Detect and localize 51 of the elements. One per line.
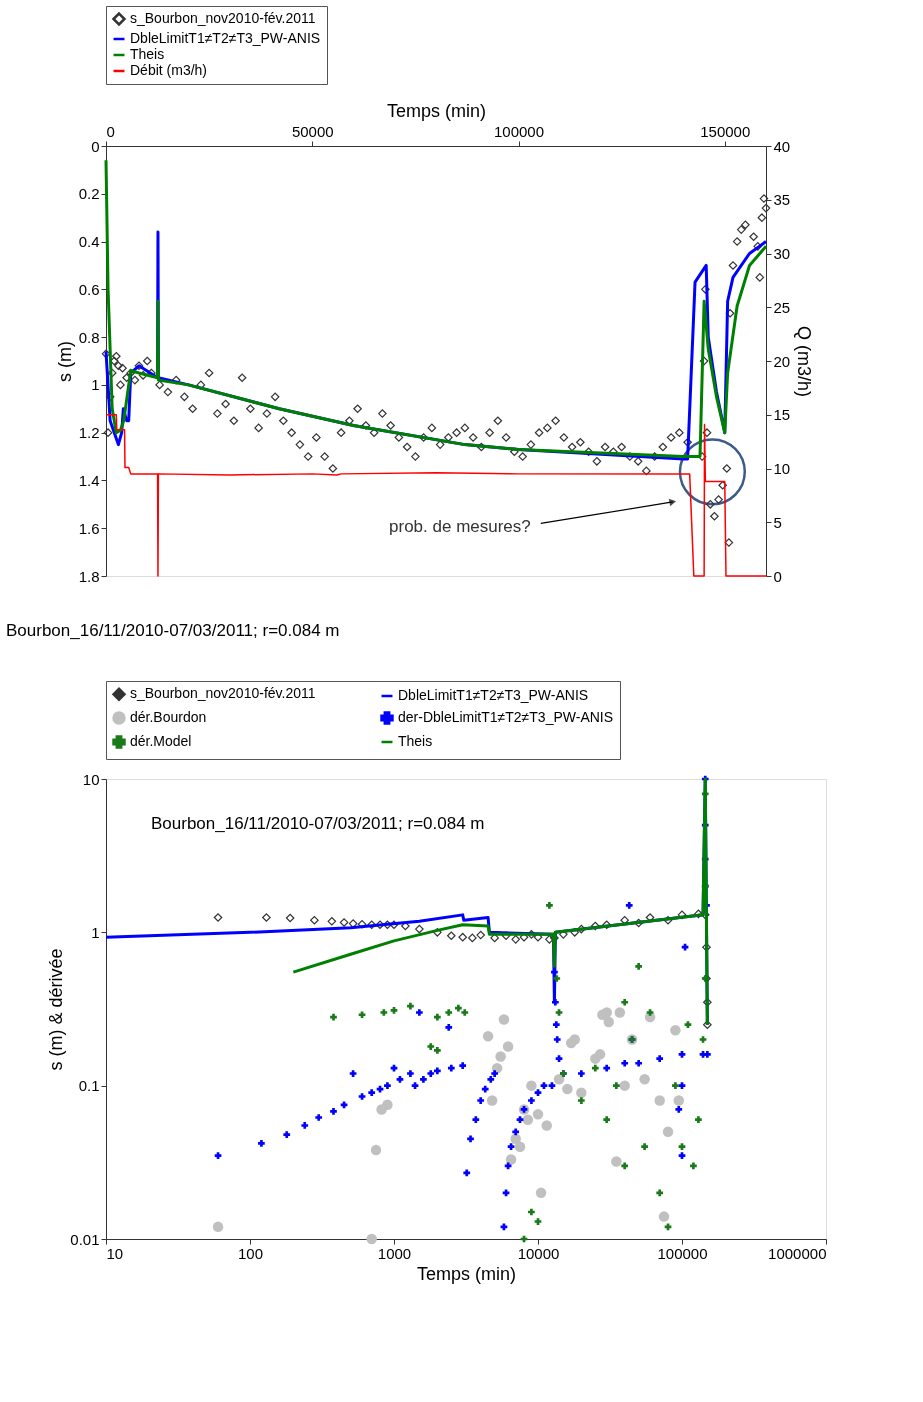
annotation: Bourbon_16/11/2010-07/03/2011; r=0.084 m <box>151 814 485 833</box>
y2-tick-label: 30 <box>773 245 791 262</box>
y-tick-label: 1 <box>91 923 100 941</box>
y-tick-label: 0.01 <box>70 1230 100 1248</box>
y-axis-title: s (m) & dérivée <box>46 948 67 1071</box>
x-tick-label: 50000 <box>291 122 334 140</box>
x-tick-label: 10 <box>106 1244 124 1262</box>
text: Bourbon_16/11/2010-07/03/2011; r=0.084 m <box>6 621 340 640</box>
legend-label: dér.Bourdon <box>130 709 207 725</box>
legend-label: s_Bourbon_nov2010-fév.2011 <box>130 10 316 26</box>
y-tick-label: 0 <box>91 137 100 155</box>
y2-tick-label: 35 <box>773 191 791 209</box>
y-tick-label: 1 <box>91 376 100 394</box>
legend-label: Theis <box>130 46 165 62</box>
y-tick-label: 0.8 <box>78 328 100 346</box>
x-tick-label: 150000 <box>700 122 751 140</box>
y-tick-label: 0.4 <box>78 233 100 251</box>
y2-tick-label: 15 <box>773 406 791 424</box>
y2-tick-label: 0 <box>773 567 782 585</box>
y-tick-label: 1.8 <box>78 567 100 585</box>
legend-label: der-DbleLimitT1≠T2≠T3_PW-ANIS <box>398 709 614 725</box>
x-tick-label: 1000 <box>377 1244 412 1262</box>
x-axis-title: Temps (min) <box>416 1263 517 1284</box>
legend-label: Theis <box>398 733 433 749</box>
y-axis-title: s (m) <box>54 341 75 382</box>
y2-tick-label: 40 <box>773 137 791 155</box>
x-tick-label: 100000 <box>493 122 545 140</box>
y-tick-label: 1.6 <box>78 519 100 537</box>
y-tick-label: 10 <box>82 770 100 788</box>
x-tick-label: 1000000 <box>768 1244 827 1262</box>
legend-label: DbleLimitT1≠T2≠T3_PW-ANIS <box>398 687 589 703</box>
x-tick-label: 100 <box>237 1244 264 1262</box>
y-tick-label: 1.2 <box>78 424 100 442</box>
legend-label: s_Bourbon_nov2010-fév.2011 <box>130 685 316 702</box>
x-axis-title: Temps (min) <box>386 100 487 121</box>
legend-label: dér.Model <box>130 733 192 749</box>
y2-tick-label: 20 <box>773 352 791 370</box>
y-tick-label: 0.2 <box>78 185 100 203</box>
legend-label: Débit (m3/h) <box>130 62 208 78</box>
annotation: prob. de mesures? <box>389 517 531 537</box>
y2-axis-title: Q (m3/h) <box>794 325 815 398</box>
y-tick-label: 0.6 <box>78 280 100 298</box>
y-tick-label: 1.4 <box>78 471 100 489</box>
y2-tick-label: 10 <box>773 460 791 477</box>
y-tick-label: 0.1 <box>78 1077 100 1095</box>
y2-tick-label: 5 <box>773 513 782 531</box>
x-tick-label: 0 <box>106 122 115 140</box>
legend-label: DbleLimitT1≠T2≠T3_PW-ANIS <box>130 30 321 46</box>
y2-tick-label: 25 <box>773 298 791 316</box>
x-tick-label: 100000 <box>657 1244 708 1262</box>
x-tick-label: 10000 <box>517 1244 560 1262</box>
